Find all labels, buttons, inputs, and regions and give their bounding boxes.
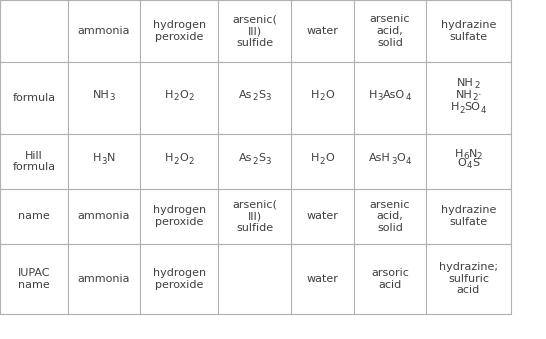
Text: 2: 2 [188,157,193,166]
Text: 2: 2 [252,93,258,102]
Text: H: H [165,90,174,100]
Text: H: H [451,102,459,112]
Text: 6: 6 [463,152,468,161]
Text: 2: 2 [252,157,258,166]
Text: formula: formula [13,93,55,103]
Text: 3: 3 [110,93,115,102]
Text: NH: NH [93,90,110,100]
Text: 4: 4 [405,93,411,102]
Text: AsH: AsH [369,153,391,163]
Text: H: H [455,149,463,159]
Text: arsenic
acid,
solid: arsenic acid, solid [370,15,411,47]
Text: hydrazine
sulfate: hydrazine sulfate [441,20,496,42]
Text: O: O [396,153,405,163]
Text: 3: 3 [101,157,107,166]
Text: ammonia: ammonia [78,211,130,221]
Text: hydrogen
peroxide: hydrogen peroxide [153,268,206,290]
Text: arsenic(
III)
sulfide: arsenic( III) sulfide [232,15,277,47]
Text: hydrogen
peroxide: hydrogen peroxide [153,20,206,42]
Text: N: N [468,149,477,159]
Text: 2: 2 [319,93,325,102]
Text: 2: 2 [474,81,479,90]
Text: Hill
formula: Hill formula [13,151,55,172]
Text: H: H [311,90,319,100]
Text: 2: 2 [188,93,193,102]
Text: arsenic
acid,
solid: arsenic acid, solid [370,200,411,233]
Text: 2: 2 [459,106,465,115]
Text: NH: NH [458,78,474,87]
Text: 2: 2 [174,93,179,102]
Text: 2: 2 [477,152,482,161]
Text: AsO: AsO [383,90,405,100]
Text: As: As [239,90,252,100]
Text: ammonia: ammonia [78,274,130,284]
Text: water: water [306,211,339,221]
Text: H: H [93,153,101,163]
Text: H: H [311,153,319,163]
Text: NH: NH [455,90,472,100]
Text: 2: 2 [174,157,179,166]
Text: SO: SO [465,102,480,112]
Text: 4: 4 [466,161,472,170]
Text: O: O [179,90,188,100]
Text: hydrazine
sulfate: hydrazine sulfate [441,205,496,227]
Text: 4: 4 [405,157,411,166]
Text: N: N [107,153,115,163]
Text: hydrogen
peroxide: hydrogen peroxide [153,205,206,227]
Text: H: H [369,90,378,100]
Text: O: O [325,90,334,100]
Text: ammonia: ammonia [78,26,130,36]
Text: 4: 4 [480,106,486,115]
Text: IUPAC
name: IUPAC name [17,268,50,290]
Text: H: H [165,153,174,163]
Text: 3: 3 [378,93,383,102]
Text: 2: 2 [472,93,478,102]
Text: 2: 2 [319,157,325,166]
Text: water: water [306,26,339,36]
Text: O: O [179,153,188,163]
Text: 3: 3 [391,157,396,166]
Text: 3: 3 [265,93,270,102]
Text: arsenic(
III)
sulfide: arsenic( III) sulfide [232,200,277,233]
Text: S: S [258,153,265,163]
Text: S: S [472,158,479,168]
Text: O: O [458,158,466,168]
Text: water: water [306,274,339,284]
Text: 3: 3 [265,157,270,166]
Text: ·: · [478,90,482,100]
Text: name: name [18,211,50,221]
Text: O: O [325,153,334,163]
Text: S: S [258,90,265,100]
Text: As: As [239,153,252,163]
Text: arsoric
acid: arsoric acid [371,268,409,290]
Text: hydrazine;
sulfuric
acid: hydrazine; sulfuric acid [439,262,498,295]
